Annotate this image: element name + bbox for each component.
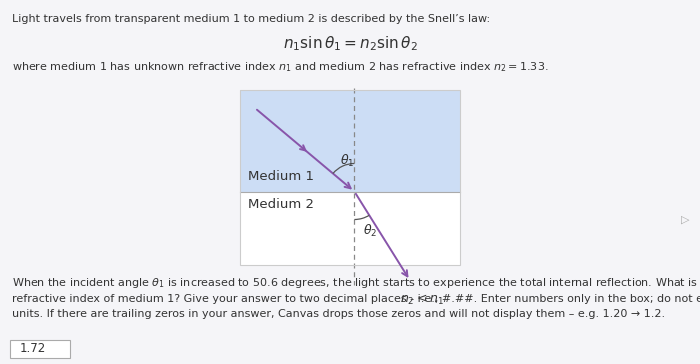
- Text: $n_2 < n_1$: $n_2 < n_1$: [400, 293, 444, 306]
- Text: $n_1 \sin \theta_1 = n_2 \sin \theta_2$: $n_1 \sin \theta_1 = n_2 \sin \theta_2$: [283, 34, 417, 53]
- Text: Medium 2: Medium 2: [248, 198, 314, 210]
- Text: When the incident angle $\theta_1$ is increased to 50.6 degrees, the light start: When the incident angle $\theta_1$ is in…: [12, 276, 700, 319]
- Bar: [10, 340, 70, 358]
- Bar: [240, 90, 460, 265]
- Text: ▷: ▷: [680, 215, 690, 225]
- Text: $\theta_2$: $\theta_2$: [363, 223, 378, 239]
- Text: where medium 1 has unknown refractive index $n_1$ and medium 2 has refractive in: where medium 1 has unknown refractive in…: [12, 60, 549, 74]
- Text: Medium 1: Medium 1: [248, 170, 314, 183]
- Bar: [240, 90, 460, 191]
- Text: 1.72: 1.72: [20, 343, 46, 356]
- Text: $\theta_1$: $\theta_1$: [340, 153, 354, 169]
- Bar: [240, 191, 460, 265]
- Text: Light travels from transparent medium 1 to medium 2 is described by the Snell’s : Light travels from transparent medium 1 …: [12, 14, 490, 24]
